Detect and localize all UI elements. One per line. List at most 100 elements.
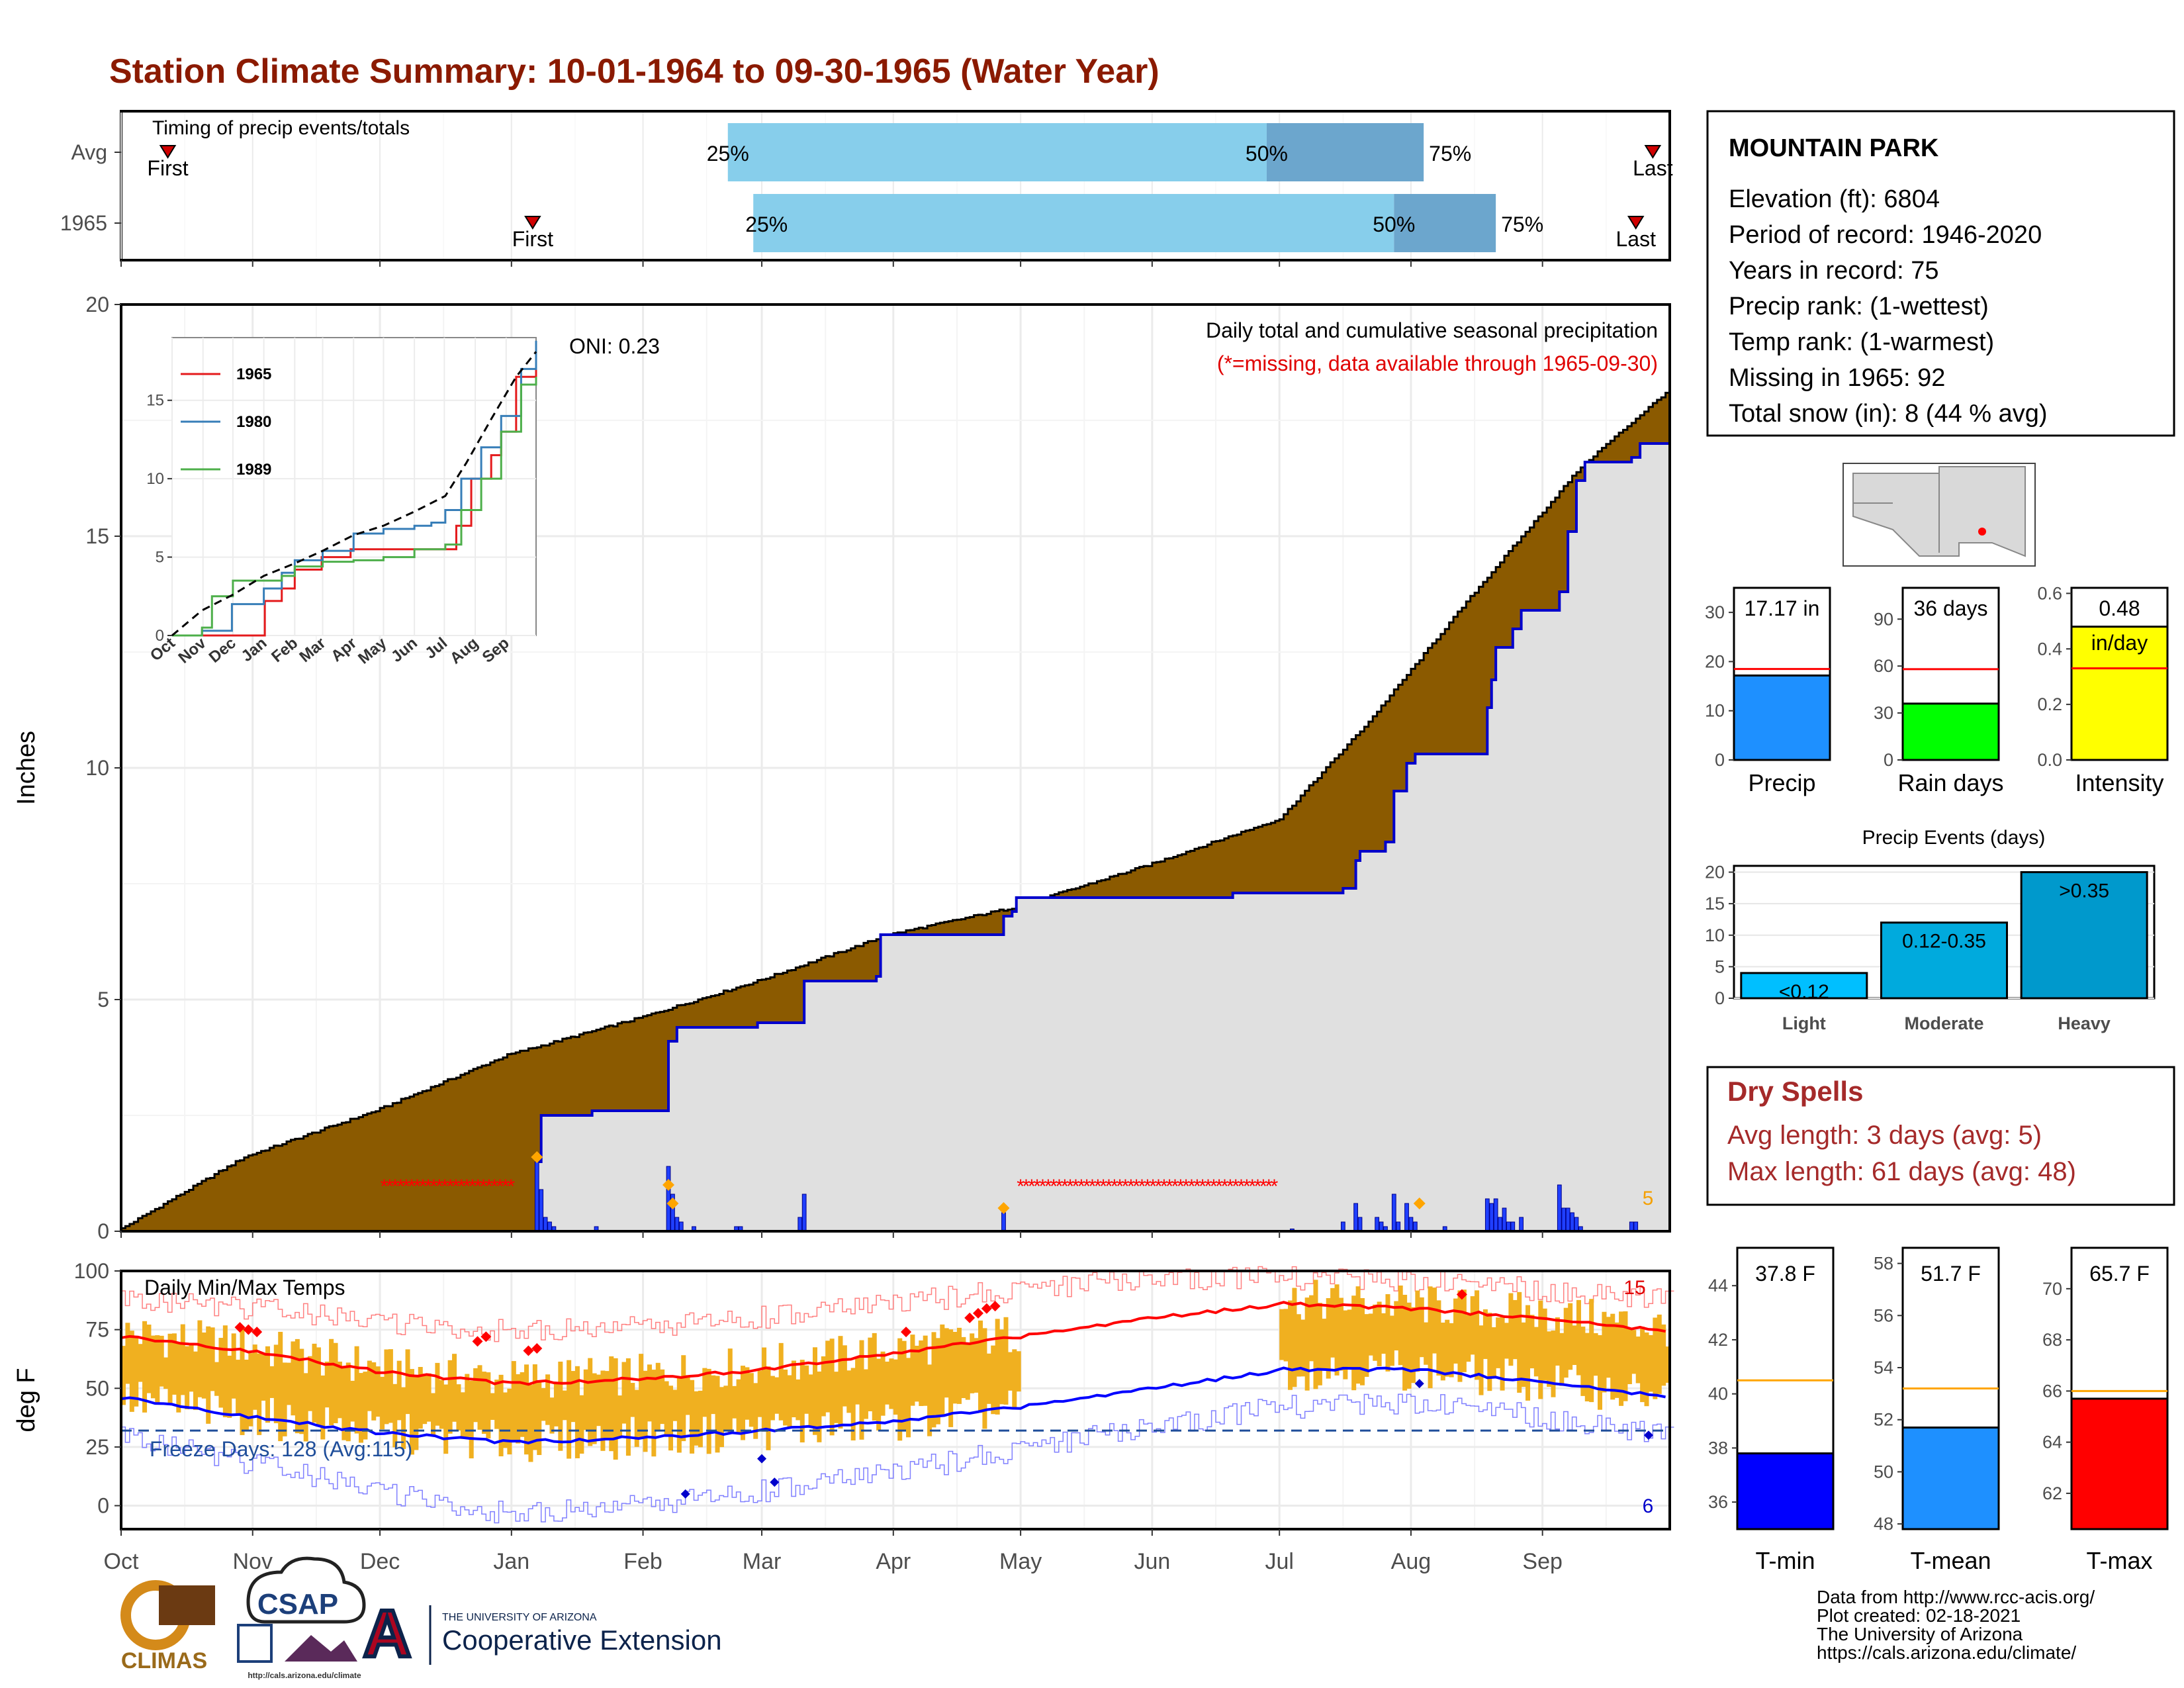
- daily-temp-range-bar: [252, 1344, 257, 1410]
- daily-temp-range-bar: [409, 1369, 414, 1455]
- daily-temp-range-bar: [1398, 1286, 1403, 1366]
- daily-temp-range-bar: [583, 1369, 588, 1430]
- missing-day-marker: *: [1248, 1176, 1256, 1197]
- missing-day-marker: *: [1226, 1176, 1234, 1197]
- daily-temp-range-bar: [1665, 1346, 1670, 1383]
- daily-temp-range-bar: [995, 1319, 1000, 1415]
- daily-temp-range-bar: [655, 1362, 660, 1430]
- daily-temp-range-bar: [435, 1362, 440, 1426]
- tempbar-y-tick-label: 68: [2042, 1330, 2062, 1350]
- daily-temp-range-bar: [185, 1346, 190, 1409]
- daily-temp-range-bar: [812, 1347, 817, 1435]
- daily-temp-range-bar: [1364, 1314, 1369, 1377]
- record-daily-marker: [531, 1151, 543, 1163]
- daily-temp-range-bar: [1304, 1297, 1310, 1391]
- missing-day-marker: *: [1033, 1176, 1041, 1197]
- station-info-line: Precip rank: (1-wettest): [1729, 293, 1989, 320]
- daily-temp-range-bar: [1593, 1333, 1598, 1376]
- daily-temp-range-bar: [180, 1324, 185, 1395]
- daily-temp-range-bar: [363, 1372, 368, 1440]
- missing-day-marker: *: [1099, 1176, 1107, 1197]
- month-axis: Oct Nov Dec Jan Feb Mar Apr May Jun Jul Aug Sep: [104, 1529, 1563, 1574]
- daily-temp-range-bar: [167, 1333, 173, 1403]
- month-tick-label: Jun: [1134, 1549, 1170, 1574]
- daily-temp-range-bar: [940, 1324, 945, 1415]
- daily-temp-range-bar: [125, 1323, 130, 1384]
- timing-last-marker: [1644, 145, 1662, 159]
- daily-temp-range-bar: [617, 1395, 623, 1437]
- daily-temp-range-bar: [295, 1338, 300, 1434]
- tempbar-y-tick-label: 62: [2042, 1483, 2062, 1503]
- missing-day-marker: *: [1205, 1176, 1212, 1197]
- daily-temp-range-bar: [1640, 1327, 1645, 1403]
- tempbar-value: [1901, 1427, 2000, 1530]
- timing-label: Timing of precip events/totals: [152, 117, 410, 139]
- daily-temp-range-bar: [443, 1384, 449, 1454]
- daily-temp-range-bar: [1003, 1317, 1009, 1405]
- daily-temp-range-bar: [808, 1374, 813, 1427]
- daily-temp-range-bar: [1309, 1295, 1314, 1362]
- daily-temp-range-bar: [889, 1358, 894, 1409]
- precip-y-tick-label: 20: [85, 293, 109, 316]
- missing-day-marker: *: [391, 1176, 399, 1197]
- daily-temp-range-bar: [698, 1390, 703, 1448]
- daily-temp-range-bar: [1479, 1325, 1484, 1395]
- daily-temp-range-bar: [694, 1391, 699, 1446]
- events-y-tick-label: 20: [1705, 863, 1725, 882]
- daily-temp-range-bar: [579, 1395, 584, 1454]
- daily-temp-range-bar: [880, 1351, 886, 1416]
- missing-day-marker: *: [1116, 1176, 1124, 1197]
- record-high-marker: [472, 1336, 483, 1347]
- timing-first-label: First: [147, 156, 188, 180]
- daily-temp-range-bar: [834, 1372, 839, 1423]
- daily-temp-range-bar: [303, 1373, 308, 1442]
- main-title: Station Climate Summary: 10-01-1964 to 0…: [109, 52, 1160, 91]
- minibar-name: Precip: [1748, 769, 1815, 796]
- events-bar-label: >0.35: [2059, 880, 2109, 902]
- daily-temp-range-bar: [201, 1332, 206, 1399]
- inset-legend-label: 1965: [236, 365, 271, 383]
- daily-temp-range-bar: [477, 1365, 482, 1430]
- daily-temp-range-bar: [978, 1320, 983, 1413]
- record-high-marker: [523, 1345, 534, 1356]
- daily-temp-range-bar: [604, 1371, 610, 1438]
- daily-temp-range-bar: [715, 1376, 720, 1453]
- daily-precip-bar: [1391, 1194, 1396, 1232]
- daily-temp-range-bar: [901, 1340, 907, 1431]
- daily-temp-range-bar: [1377, 1301, 1382, 1366]
- missing-day-marker: *: [381, 1176, 388, 1197]
- station-info-line: Elevation (ft): 6804: [1729, 185, 1940, 213]
- dry-spells-box: Dry Spells Avg length: 3 days (avg: 5) M…: [1706, 1066, 2175, 1206]
- tempbar-y-tick-label: 64: [2042, 1432, 2062, 1452]
- daily-temp-range-bar: [846, 1370, 852, 1413]
- daily-temp-range-bar: [1508, 1293, 1514, 1366]
- daily-temp-range-bar: [1572, 1325, 1577, 1366]
- daily-temp-range-bar: [511, 1361, 516, 1441]
- daily-temp-range-bar: [155, 1335, 160, 1403]
- daily-precip-bar: [1510, 1221, 1516, 1232]
- dry-spells-max: Max length: 61 days (avg: 48): [1727, 1157, 2076, 1186]
- daily-temp-range-bar: [1470, 1296, 1475, 1355]
- daily-temp-range-bar: [1317, 1303, 1322, 1385]
- missing-day-marker: *: [408, 1176, 416, 1197]
- missing-day-marker: *: [1221, 1176, 1229, 1197]
- daily-temp-range-bar: [1330, 1288, 1336, 1358]
- daily-temp-range-bar: [1347, 1309, 1352, 1370]
- footer-credit-line: The University of Arizona: [1817, 1624, 2023, 1644]
- daily-temp-range-bar: [1288, 1300, 1293, 1390]
- daily-temp-range-bar: [1355, 1286, 1361, 1384]
- daily-temp-range-bar: [643, 1370, 648, 1452]
- missing-day-marker: *: [490, 1176, 498, 1197]
- record-high-marker: [480, 1331, 492, 1342]
- daily-precip-bar: [678, 1221, 684, 1232]
- daily-temp-range-bar: [1529, 1315, 1535, 1369]
- precip-y-tick-label: 10: [85, 756, 109, 780]
- station-location-dot: [1978, 528, 1986, 536]
- minibar-value: [1901, 702, 2000, 761]
- avg-max-line: [120, 1301, 1666, 1386]
- missing-day-marker: *: [1105, 1176, 1113, 1197]
- daily-temp-range-bar: [490, 1393, 495, 1420]
- ua-small-text: THE UNIVERSITY OF ARIZONA: [442, 1612, 597, 1623]
- daily-temp-range-bar: [312, 1343, 317, 1423]
- inset-y-tick-label: 15: [146, 392, 164, 410]
